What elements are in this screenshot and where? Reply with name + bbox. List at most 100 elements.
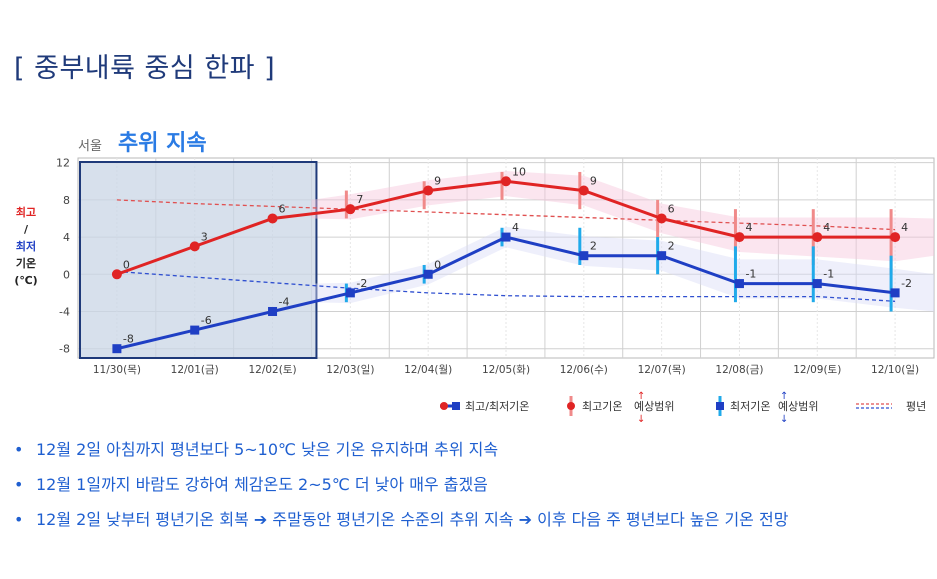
high-temp-point [734,232,745,243]
y-label-unit: (℃) [14,274,38,287]
high-temp-data-label: 9 [434,175,441,188]
y-tick-label: 12 [56,157,70,170]
high-range-band [311,171,934,262]
bullet-item: • 12월 2일 낮부터 평년기온 회복 ➔ 주말동안 평년기온 수준의 추위 지… [14,510,789,529]
x-tick-label: 12/06(수) [560,364,608,376]
low-temp-data-label: -1 [745,268,756,281]
bullet-item: • 12월 2일 아침까지 평년보다 5~10℃ 낮은 기온 유지하며 추위 지속 [14,440,499,459]
highlight-box [79,161,318,359]
x-tick-label: 12/09(토) [793,364,841,376]
bullet-list: • 12월 2일 아침까지 평년보다 5~10℃ 낮은 기온 유지하며 추위 지속… [14,436,788,541]
bullet-text: 12월 1일까지 바람도 강하여 체감온도 2~5℃ 더 낮아 매우 춥겠음 [36,475,488,494]
x-tick-label: 11/30(목) [93,364,141,376]
low-temp-point [657,251,667,261]
legend-arrow-up-icon: ↑ [637,391,645,402]
high-temp-data-label: 0 [123,258,130,271]
low-temp-data-label: -2 [901,277,912,290]
normal-lines [116,199,896,302]
low-temp-point [579,251,589,261]
legend-low-range-label: 예상범위 [778,400,818,413]
low-temp-point [190,325,200,335]
bullet-item: • 12월 1일까지 바람도 강하여 체감온도 2~5℃ 더 낮아 매우 춥겠음 [14,475,488,494]
slide-title: [ 중부내륙 중심 한파 ] [14,53,276,84]
high-temp-data-label: 6 [668,202,675,215]
high-temp-point [345,204,356,215]
bullet-text: 12월 2일 아침까지 평년보다 5~10℃ 낮은 기온 유지하며 추위 지속 [36,440,499,459]
high-temp-data-label: 7 [356,193,363,206]
high-temp-data-label: 9 [590,175,597,188]
high-temp-point [111,269,122,280]
low-temp-data-label: 2 [668,240,675,253]
legend-main-label: 최고/최저기온 [465,400,529,413]
range-bands [311,171,934,312]
low-temp-point [112,344,122,354]
high-temp-data-label: 3 [201,230,208,243]
low-temp-point [734,279,744,289]
low-temp-data-label: -1 [823,268,834,281]
high-temp-point [189,241,200,252]
legend: 최고/최저기온 최고기온↑↓예상범위 최저기온↑↓예상범위 평년 [440,391,926,425]
low-temp-point [345,288,355,298]
high-temp-point [890,232,901,243]
legend-arrow-up-icon: ↑ [780,391,788,402]
high-temp-point [812,232,823,243]
y-axis-label: 최고 / 최저 기온 (℃) [6,204,46,289]
highlight-region [79,161,318,359]
x-tick-label: 12/02(토) [248,364,296,376]
high-temp-data-label: 4 [745,221,752,234]
y-label-high: 최고 [15,206,37,219]
axes: 12 8 4 0 -4 -8 11/30(목) 12/01(금) 12/02(토) 12/03(일… [56,157,919,376]
bullet-text: 12월 2일 낮부터 평년기온 회복 ➔ 주말동안 평년기온 수준의 추위 지속… [36,510,789,529]
high-temp-data-label: 4 [823,221,830,234]
low-temp-point [423,269,433,279]
low-temp-data-label: -8 [123,333,134,346]
high-temp-point [423,185,434,196]
chart-heading: 서울 추위 지속 [78,131,207,156]
legend-arrow-down-icon: ↓ [637,414,645,425]
x-tick-label: 12/10(일) [871,363,919,376]
low-temp-data-label: 4 [512,221,519,234]
y-label-temp: 기온 [15,257,37,270]
x-tick-label: 12/08(금) [715,364,763,376]
x-tick-label: 12/01(금) [171,364,219,376]
high-temp-point [656,213,667,224]
low-temp-data-label: 0 [434,258,441,271]
legend-normal-label: 평년 [906,400,926,413]
low-temp-data-label: -2 [356,277,367,290]
x-tick-label: 12/04(월) [404,364,452,376]
y-tick-label: -4 [59,305,70,318]
y-label-low: 최저 [15,240,37,253]
y-tick-label: 0 [63,268,70,281]
chart-location: 서울 [78,139,102,154]
low-temp-data-label: -6 [201,314,212,327]
y-tick-label: 8 [63,194,70,207]
legend-low-label: 최저기온 [730,400,770,413]
low-temp-data-label: -4 [279,295,290,308]
high-temp-data-label: 10 [512,165,526,178]
legend-arrow-down-icon: ↓ [780,414,788,425]
high-temp-point [578,185,589,196]
chart-title: 추위 지속 [118,131,207,156]
high-temp-data-label: 6 [279,202,286,215]
low-temp-point [812,279,822,289]
x-tick-label: 12/03(일) [326,363,374,376]
y-tick-label: 4 [63,231,70,244]
high-temp-point [267,213,278,224]
legend-high-label: 최고기온 [582,400,622,413]
low-temp-point [268,306,278,316]
y-tick-label: -8 [59,343,70,356]
normal-high-line [116,199,896,231]
low-temp-data-label: 2 [590,240,597,253]
legend-main-marker-high [440,402,448,410]
high-temp-data-label: 4 [901,221,908,234]
x-tick-label: 12/05(화) [482,364,530,376]
y-label-slash: / [23,223,29,236]
legend-main-marker-low [452,402,460,410]
x-tick-label: 12/07(목) [638,364,686,376]
legend-high-marker [567,402,575,410]
high-temp-point [501,176,511,187]
low-temp-point [501,232,511,242]
low-temp-point [890,288,900,298]
series-lines: -8 -6 -4 -2 0 4 2 2 -1 -1 -2 0 3 6 7 9 10 9 6 4 4 4 [111,165,912,354]
